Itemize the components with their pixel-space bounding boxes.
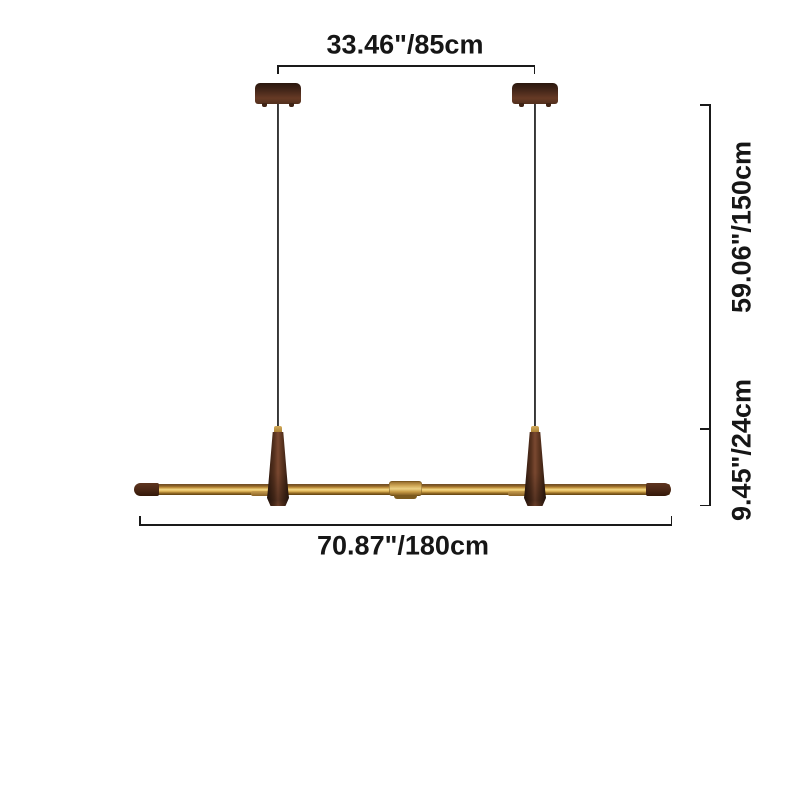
center-connector-lip	[394, 495, 417, 499]
dim-label-canopy-spacing: 33.46"/85cm	[326, 29, 484, 60]
canopy-foot	[519, 103, 524, 107]
cone-holder-left	[267, 432, 289, 506]
dim-tick-right-middle	[700, 428, 710, 430]
dim-line-bar-length	[139, 524, 672, 526]
center-connector	[389, 481, 422, 496]
dim-label-suspension-drop: 59.06"/150cm	[726, 141, 757, 313]
bar-end-cap-right	[646, 483, 671, 496]
dim-tick-bottom-left	[139, 516, 141, 524]
cone-ferrule-right	[531, 426, 539, 433]
cone-bracket-left	[251, 491, 268, 496]
dim-tick-bottom-right	[670, 516, 672, 524]
dim-tick-top-left	[277, 65, 279, 74]
canopy-foot	[546, 103, 551, 107]
dim-tick-top-right	[533, 65, 535, 74]
dim-tick-right-top	[700, 104, 710, 106]
cone-holder-right	[524, 432, 546, 506]
ceiling-canopy-left	[255, 83, 301, 104]
canopy-foot	[262, 103, 267, 107]
dim-line-vertical	[709, 104, 711, 506]
bar-end-cap-left	[134, 483, 159, 496]
dim-label-bar-length: 70.87"/180cm	[317, 530, 489, 561]
canopy-foot	[289, 103, 294, 107]
ceiling-canopy-right	[512, 83, 558, 104]
cone-ferrule-left	[274, 426, 282, 433]
cone-bracket-right	[508, 491, 525, 496]
suspension-cord-left	[277, 104, 279, 427]
dim-label-fixture-height: 9.45"/24cm	[726, 379, 757, 521]
dim-line-canopy-spacing	[277, 65, 535, 67]
suspension-cord-right	[534, 104, 536, 427]
dim-tick-right-bottom	[700, 504, 710, 506]
